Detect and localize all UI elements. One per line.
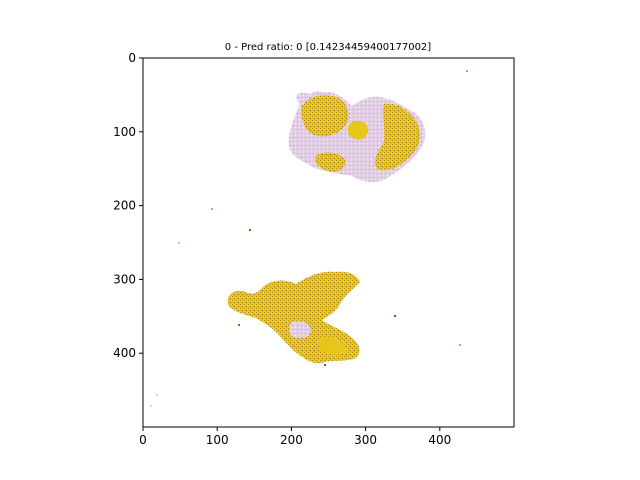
x-tick-label: 100	[206, 433, 229, 447]
image-area	[143, 58, 514, 427]
y-axis: 0 100 200 300 400	[113, 51, 143, 360]
y-tick-label: 100	[113, 125, 136, 139]
x-tick-label: 400	[428, 433, 451, 447]
tissue-region-lower	[227, 271, 360, 364]
y-tick-label: 0	[128, 51, 136, 65]
chart-title: 0 - Pred ratio: 0 [0.14234459400177002]	[225, 42, 432, 53]
debris-specks	[150, 70, 468, 407]
x-axis: 0 100 200 300 400	[139, 427, 451, 447]
y-tick-label: 300	[113, 272, 136, 286]
y-tick-label: 400	[113, 346, 136, 360]
x-tick-label: 0	[139, 433, 147, 447]
x-tick-label: 300	[354, 433, 377, 447]
tissue-region-upper	[288, 91, 426, 183]
x-tick-label: 200	[280, 433, 303, 447]
axes-frame	[142, 57, 515, 428]
y-tick-label: 200	[113, 199, 136, 213]
